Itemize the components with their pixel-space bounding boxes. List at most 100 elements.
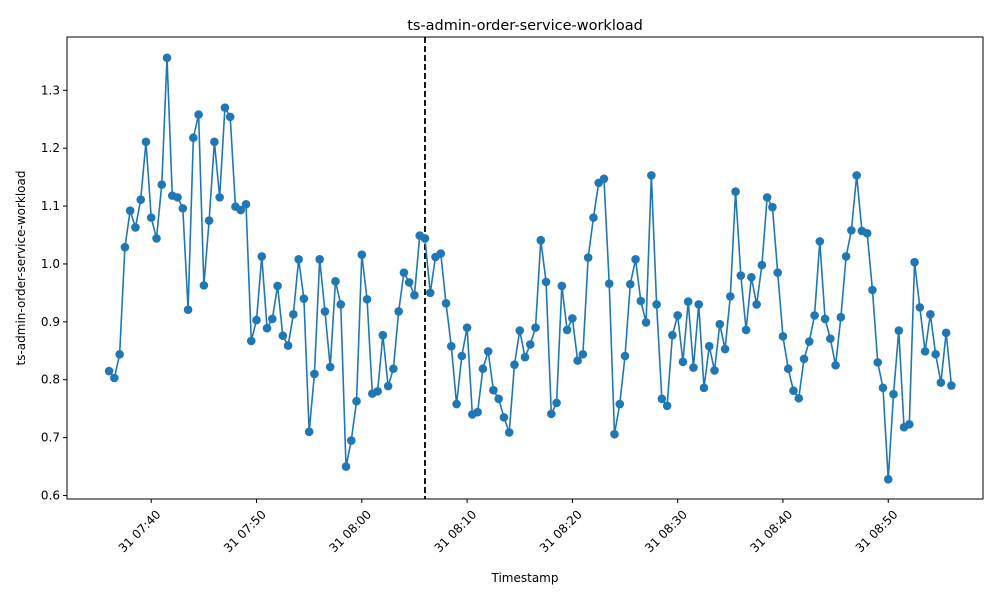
data-point — [873, 358, 883, 367]
data-point — [225, 112, 235, 122]
data-point — [241, 200, 251, 209]
data-point — [568, 314, 577, 323]
data-point — [583, 253, 593, 262]
data-point — [294, 255, 303, 264]
data-point — [262, 323, 272, 333]
data-point — [252, 315, 261, 325]
data-point — [726, 292, 735, 301]
data-point — [425, 288, 435, 298]
data-point — [868, 285, 877, 295]
data-point — [631, 255, 640, 264]
data-point — [720, 344, 730, 354]
data-point — [215, 193, 224, 202]
y-tick-label: 1.3 — [41, 83, 60, 97]
data-point — [604, 279, 614, 288]
data-point — [331, 277, 340, 286]
data-point — [747, 272, 756, 282]
data-point — [904, 420, 914, 429]
data-point — [462, 323, 472, 332]
data-point — [115, 349, 124, 359]
data-point — [283, 341, 293, 350]
data-point — [547, 409, 556, 419]
data-point — [678, 357, 688, 367]
data-point — [704, 341, 714, 351]
data-point — [920, 347, 930, 356]
data-point — [483, 347, 493, 356]
data-point — [325, 362, 335, 372]
data-point — [926, 310, 935, 319]
data-point — [404, 278, 414, 287]
data-point — [189, 133, 198, 143]
data-point — [841, 252, 851, 261]
data-point — [894, 326, 904, 335]
data-point — [510, 360, 519, 369]
data-point — [731, 187, 740, 196]
data-point — [173, 193, 182, 202]
data-point — [104, 366, 114, 376]
data-point — [889, 389, 898, 399]
data-point — [662, 401, 672, 411]
data-point — [652, 300, 661, 309]
data-point — [941, 328, 951, 338]
data-point — [246, 336, 256, 346]
data-point — [689, 363, 698, 372]
data-point — [883, 475, 893, 484]
data-point — [478, 364, 488, 374]
data-point — [362, 294, 372, 304]
data-point — [157, 180, 167, 189]
data-point — [636, 296, 646, 306]
data-point — [762, 193, 772, 202]
data-point — [599, 174, 609, 184]
data-point — [847, 226, 856, 235]
data-point — [178, 204, 188, 213]
data-point — [578, 349, 588, 359]
data-point — [910, 257, 919, 267]
data-point — [836, 312, 846, 322]
data-point — [936, 378, 946, 387]
data-point — [773, 268, 782, 277]
y-tick-label: 1.1 — [41, 199, 60, 213]
data-point — [494, 394, 503, 404]
data-point — [268, 314, 277, 324]
data-point — [346, 436, 356, 445]
data-point — [194, 110, 203, 119]
data-point — [668, 330, 677, 340]
data-point — [183, 305, 193, 314]
series-markers — [104, 53, 956, 484]
data-point — [520, 352, 530, 362]
data-point — [804, 337, 814, 346]
data-point — [789, 386, 798, 396]
data-point — [878, 383, 888, 393]
data-point — [778, 332, 788, 341]
data-point — [304, 427, 314, 437]
data-point — [525, 340, 535, 349]
data-point — [357, 250, 367, 259]
data-point — [341, 462, 351, 471]
data-point — [220, 103, 230, 112]
data-point — [394, 307, 403, 316]
data-point — [210, 137, 219, 147]
data-point — [757, 260, 767, 270]
data-point — [299, 294, 309, 303]
data-point — [683, 297, 693, 306]
data-point — [915, 303, 925, 312]
y-tick-label: 1.0 — [41, 257, 60, 271]
data-point — [862, 228, 872, 238]
chart-title: ts-admin-order-service-workload — [407, 18, 643, 34]
data-point — [446, 341, 456, 351]
data-point — [931, 349, 940, 359]
data-point — [799, 354, 809, 364]
data-point — [289, 310, 298, 319]
data-point — [710, 366, 719, 375]
data-point — [504, 428, 514, 437]
data-point — [625, 279, 635, 289]
data-point — [826, 334, 835, 343]
data-point — [947, 381, 956, 390]
plot-area-frame — [66, 36, 984, 500]
data-point — [146, 213, 156, 222]
data-point — [810, 311, 819, 320]
data-point — [531, 323, 540, 332]
data-point — [736, 271, 746, 280]
data-point — [389, 364, 398, 374]
data-point — [562, 325, 572, 335]
